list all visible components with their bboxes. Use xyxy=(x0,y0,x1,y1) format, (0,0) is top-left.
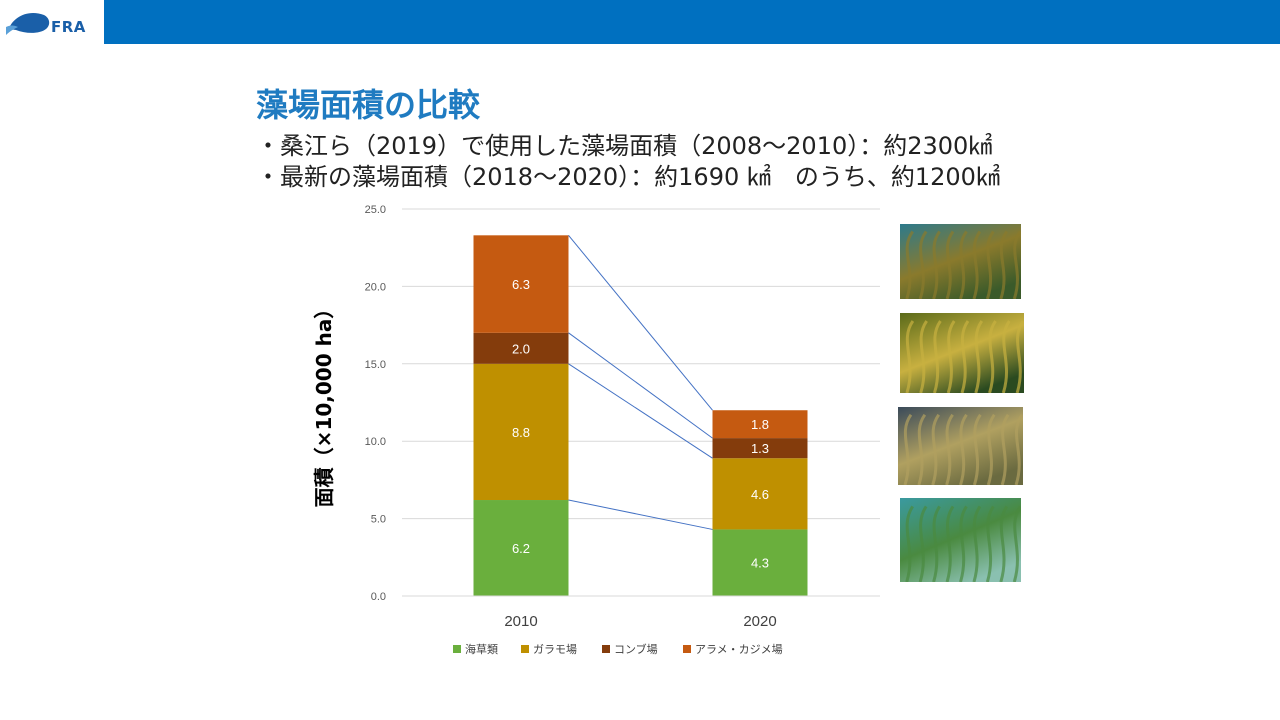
sargassum-photo xyxy=(900,313,1024,393)
y-tick-label: 0.0 xyxy=(371,591,386,603)
legend-swatch xyxy=(453,645,461,653)
bar-segment xyxy=(712,438,808,459)
y-tick-label: 25.0 xyxy=(365,204,386,216)
seagrass-photo xyxy=(900,498,1021,582)
connector-line xyxy=(568,363,713,459)
data-label: 2.0 xyxy=(512,341,530,356)
legend-swatch xyxy=(683,645,691,653)
legend-swatch xyxy=(521,645,529,653)
fish-logo-icon xyxy=(6,12,50,35)
bullet-2: ・最新の藻場面積（2018～2020）：約1690 ㎢ のうち、約1200㎢ xyxy=(256,163,1000,191)
kelp-forest-photo xyxy=(900,224,1021,299)
bar-segment xyxy=(712,529,808,596)
bar-segment xyxy=(712,410,808,439)
y-tick-label: 20.0 xyxy=(365,281,386,293)
legend-swatch xyxy=(602,645,610,653)
data-label: 1.3 xyxy=(751,441,769,456)
legend-label: コンブ場 xyxy=(614,642,658,656)
y-axis-label: 面積（×10,000 ha） xyxy=(312,299,336,508)
bar-segment xyxy=(473,235,569,333)
connector-line xyxy=(568,234,713,411)
data-label: 8.8 xyxy=(512,425,530,440)
legend-label: 海草類 xyxy=(465,642,498,656)
seaweed-bed-photo xyxy=(898,407,1023,485)
logo-text: FRA xyxy=(51,18,86,36)
bar-segment xyxy=(473,363,569,501)
y-tick-label: 15.0 xyxy=(365,359,386,371)
logo: FRA xyxy=(0,0,104,44)
stacked-bar-chart: 0.0 5.0 10.0 15.0 20.0 25.0 面積（×10,000 ha） 6.2 8… xyxy=(312,204,880,656)
y-tick-label: 5.0 xyxy=(371,514,386,526)
bar-segment xyxy=(712,458,808,530)
x-tick-label: 2010 xyxy=(504,613,537,630)
connector-line xyxy=(568,499,713,530)
slide-title: 藻場面積の比較 xyxy=(256,86,481,124)
data-label: 6.3 xyxy=(512,277,530,292)
data-label: 4.3 xyxy=(751,556,769,571)
legend-label: ガラモ場 xyxy=(533,643,577,656)
y-tick-label: 10.0 xyxy=(365,436,386,448)
bar-segment xyxy=(473,332,569,364)
bullet-1: ・桑江ら（2019）で使用した藻場面積（2008～2010）：約2300㎢ xyxy=(256,132,993,160)
header-bar xyxy=(0,0,1280,44)
connector-line xyxy=(568,332,713,439)
x-tick-label: 2020 xyxy=(743,613,776,630)
bar-segment xyxy=(473,500,569,596)
data-label: 6.2 xyxy=(512,541,530,556)
data-label: 1.8 xyxy=(751,417,769,432)
legend-label: アラメ・カジメ場 xyxy=(695,643,783,656)
data-label: 4.6 xyxy=(751,487,769,502)
